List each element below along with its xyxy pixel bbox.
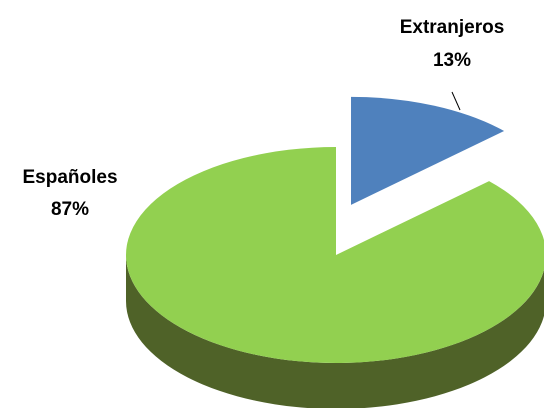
- slice-label-extranjeros-name: Extranjeros: [400, 17, 505, 38]
- slice-label-espanoles-name: Españoles: [22, 167, 117, 188]
- pie-slice-extranjeros: [351, 96, 505, 205]
- slice-label-espanoles-percent: 87%: [51, 199, 89, 220]
- leader-line-extranjeros: [451, 91, 461, 111]
- pie-layer: [126, 96, 544, 408]
- pie-slice-espaoles-rim: [126, 255, 544, 408]
- pie-slice-espaoles: [126, 147, 544, 363]
- slice-label-extranjeros-percent: 13%: [433, 50, 471, 71]
